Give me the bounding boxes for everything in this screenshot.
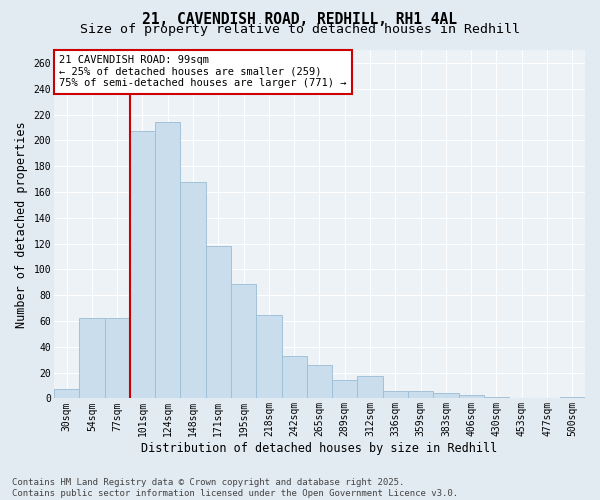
Bar	[433, 394, 458, 398]
Text: Contains HM Land Registry data © Crown copyright and database right 2025.
Contai: Contains HM Land Registry data © Crown c…	[12, 478, 458, 498]
Bar	[181, 182, 206, 398]
Text: Size of property relative to detached houses in Redhill: Size of property relative to detached ho…	[80, 22, 520, 36]
Bar	[358, 376, 383, 398]
Bar	[383, 390, 408, 398]
Text: 21 CAVENDISH ROAD: 99sqm
← 25% of detached houses are smaller (259)
75% of semi-: 21 CAVENDISH ROAD: 99sqm ← 25% of detach…	[59, 55, 347, 88]
Bar	[54, 390, 79, 398]
Bar	[281, 356, 307, 399]
Bar	[231, 284, 256, 399]
Bar	[206, 246, 231, 398]
Bar	[408, 390, 433, 398]
Bar	[484, 397, 509, 398]
Bar	[256, 314, 281, 398]
Bar	[104, 318, 130, 398]
Bar	[130, 132, 155, 398]
Text: 21, CAVENDISH ROAD, REDHILL, RH1 4AL: 21, CAVENDISH ROAD, REDHILL, RH1 4AL	[143, 12, 458, 28]
Bar	[458, 394, 484, 398]
Bar	[79, 318, 104, 398]
Bar	[307, 365, 332, 398]
Bar	[155, 122, 181, 398]
Y-axis label: Number of detached properties: Number of detached properties	[15, 121, 28, 328]
Bar	[560, 397, 585, 398]
Bar	[332, 380, 358, 398]
X-axis label: Distribution of detached houses by size in Redhill: Distribution of detached houses by size …	[142, 442, 497, 455]
